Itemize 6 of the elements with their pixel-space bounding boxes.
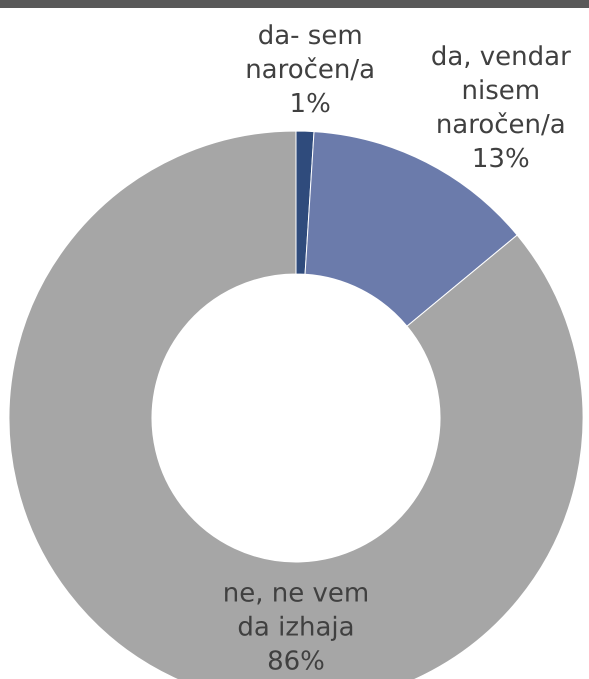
data-label: 1%: [290, 89, 331, 120]
data-label: 13%: [472, 144, 530, 174]
slice-label: da, vendar nisem naročen/a: [430, 42, 572, 140]
slice-label: ne, ne vem da izhaja: [222, 578, 370, 643]
slice-label: da- sem naročen/a: [245, 21, 376, 86]
data-label: 86%: [267, 646, 325, 677]
